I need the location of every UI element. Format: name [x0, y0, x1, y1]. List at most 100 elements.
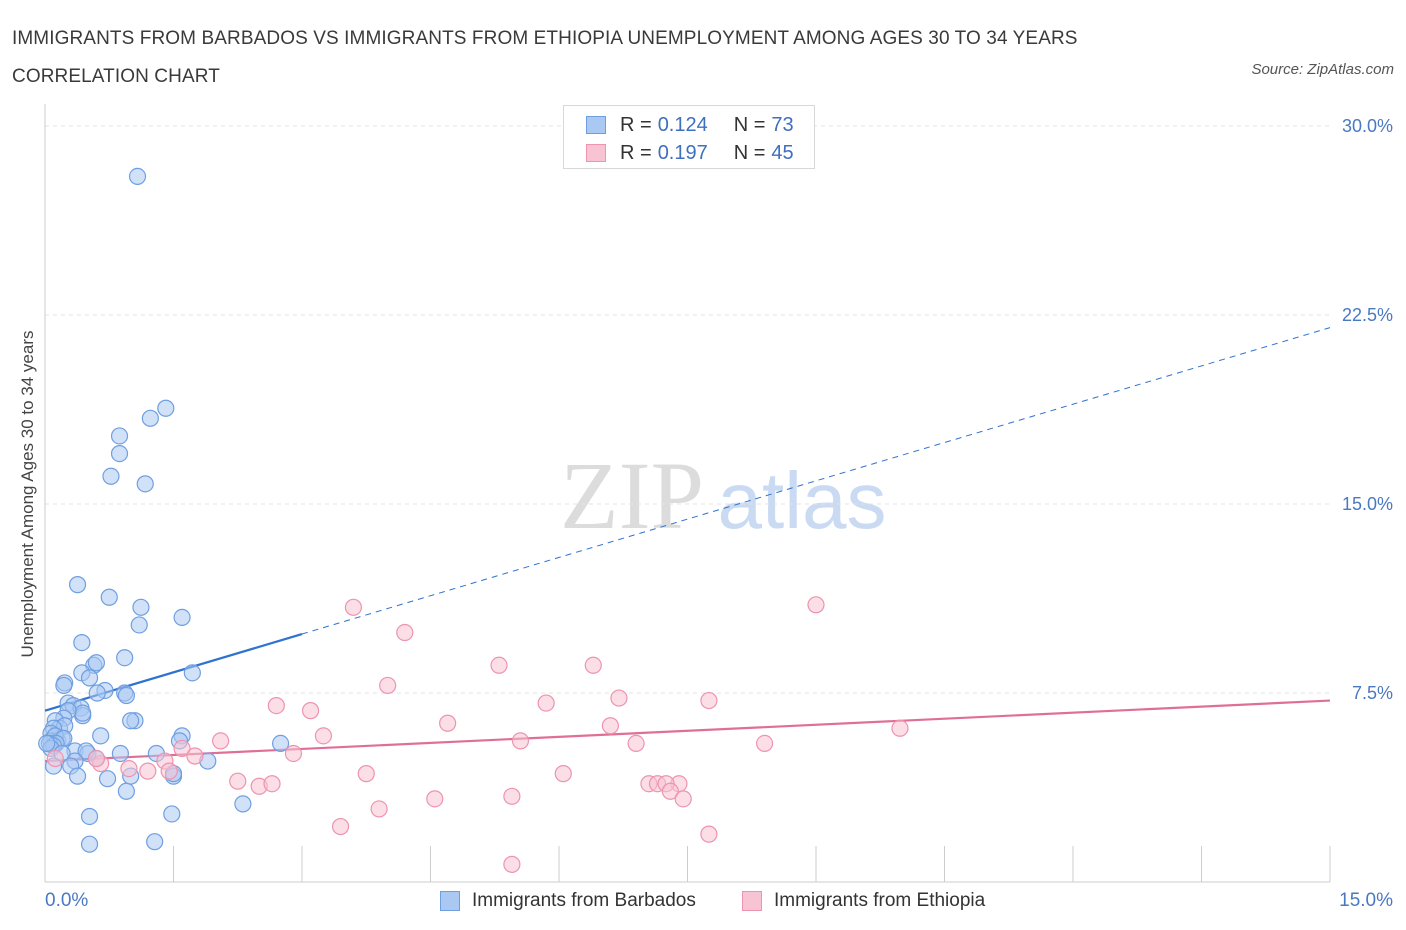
barbados-point — [173, 608, 191, 627]
legend-label-barbados: Immigrants from Barbados — [472, 890, 696, 911]
barbados-point — [183, 664, 201, 682]
barbados-point — [117, 686, 135, 705]
barbados-point — [117, 782, 135, 800]
barbados-point — [111, 744, 129, 763]
barbados-point — [110, 427, 129, 445]
ethiopia-point — [511, 732, 530, 750]
ethiopia-point — [674, 790, 692, 808]
ethiopia-point — [370, 800, 388, 818]
series-legend: Immigrants from Barbados Immigrants from… — [0, 890, 1406, 916]
ethiopia-point — [301, 702, 320, 720]
barbados-point — [234, 795, 252, 813]
barbados-point — [110, 445, 129, 463]
barbados-point — [38, 734, 56, 753]
ethiopia-point — [344, 598, 362, 616]
gridlines — [45, 125, 1330, 694]
ethiopia-swatch — [742, 891, 762, 911]
ethiopia-trend-line — [44, 699, 1331, 763]
ethiopia-point — [610, 689, 628, 707]
legend-label-ethiopia: Immigrants from Ethiopia — [774, 890, 986, 911]
watermark-atlas: atlas — [718, 456, 887, 545]
ethiopia-point — [537, 694, 555, 712]
x-tick-min: 0.0% — [45, 890, 89, 911]
ethiopia-point — [700, 825, 718, 843]
barbados-point — [132, 598, 150, 616]
legend-item-barbados: Immigrants from Barbados — [440, 890, 696, 912]
barbados-point — [74, 704, 92, 722]
barbados-swatch — [586, 116, 606, 134]
barbados-trend-line — [44, 632, 303, 712]
watermark: ZIP atlas — [560, 442, 886, 549]
barbados-point — [136, 475, 154, 493]
ethiopia-point — [891, 719, 909, 737]
ethiopia-point — [284, 744, 303, 763]
ethiopia-point — [396, 623, 414, 642]
trend-lines — [44, 327, 1331, 763]
ethiopia-point — [700, 691, 718, 710]
ethiopia-point — [503, 855, 521, 873]
barbados-point — [100, 588, 118, 606]
chart-title: IMMIGRANTS FROM BARBADOS VS IMMIGRANTS F… — [12, 28, 1078, 87]
barbados-point — [80, 669, 99, 687]
ethiopia-point — [46, 749, 64, 768]
legend-n-label: N = — [733, 113, 766, 136]
x-tick-max: 15.0% — [1339, 890, 1393, 911]
ethiopia-swatch — [586, 144, 606, 162]
barbados-point — [80, 835, 99, 853]
barbados-point — [55, 676, 73, 695]
ethiopia-point — [439, 714, 457, 732]
ethiopia-point — [379, 676, 397, 695]
ethiopia-point — [267, 696, 285, 715]
y-tick-labels: 7.5% 15.0% 22.5% 30.0% — [1342, 116, 1393, 703]
ethiopia-point — [229, 772, 247, 790]
barbados-point — [68, 767, 87, 785]
legend-item-ethiopia: Immigrants from Ethiopia — [742, 890, 985, 912]
legend-r-label: R = — [620, 141, 652, 164]
barbados-point — [122, 712, 140, 730]
barbados-point — [80, 807, 99, 826]
barbados-point — [102, 467, 120, 485]
correlation-legend: R = 0.124 N = 73 R = 0.197 N = 45 — [563, 105, 815, 169]
barbados-point — [73, 633, 91, 652]
y-tick-label: 22.5% — [1342, 305, 1393, 325]
legend-ethiopia-r: 0.197 — [657, 141, 708, 164]
barbados-point — [157, 399, 175, 417]
barbados-point — [68, 576, 87, 594]
ethiopia-point — [120, 759, 138, 778]
barbados-point — [87, 654, 106, 672]
ethiopia-point — [490, 656, 508, 674]
ethiopia-point — [173, 739, 191, 758]
barbados-point — [88, 684, 106, 702]
ethiopia-point — [426, 790, 444, 808]
y-tick-label: 15.0% — [1342, 494, 1393, 514]
ethiopia-point — [627, 734, 645, 753]
ethiopia-point — [87, 749, 106, 768]
legend-barbados-r: 0.124 — [657, 113, 708, 136]
barbados-point — [141, 409, 159, 427]
legend-ethiopia-n: 45 — [771, 141, 794, 164]
ethiopia-point — [554, 765, 572, 783]
ethiopia-point — [139, 762, 157, 780]
barbados-point — [130, 616, 148, 634]
barbados-swatch — [440, 891, 460, 911]
legend-barbados-n: 73 — [771, 113, 794, 136]
ethiopia-point — [331, 817, 350, 836]
ethiopia-point — [807, 596, 825, 614]
barbados-point — [271, 734, 290, 753]
barbados-point — [116, 649, 134, 667]
ethiopia-point — [263, 775, 281, 793]
legend-row-barbados: R = 0.124 N = 73 — [586, 111, 794, 139]
ethiopia-point — [357, 765, 375, 783]
barbados-trend-extension — [301, 327, 1331, 635]
barbados-point — [128, 167, 147, 185]
watermark-zip: ZIP — [560, 442, 704, 549]
data-points — [38, 167, 909, 873]
legend-n-label: N = — [733, 141, 766, 164]
ethiopia-point — [314, 727, 333, 745]
barbados-point — [98, 770, 117, 788]
legend-row-ethiopia: R = 0.197 N = 45 — [586, 139, 794, 167]
ethiopia-point — [503, 787, 521, 805]
ethiopia-point — [160, 762, 178, 780]
barbados-point — [92, 727, 110, 745]
